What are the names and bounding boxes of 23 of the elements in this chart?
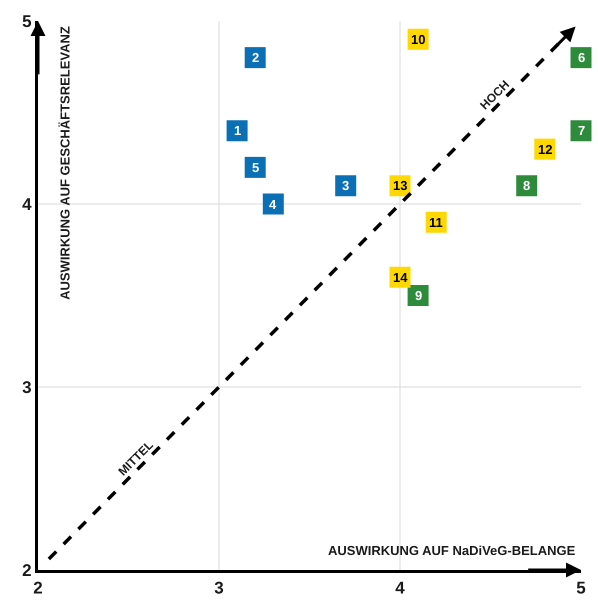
annotation: 3 xyxy=(342,178,350,193)
annotation: 4 xyxy=(269,197,277,212)
annotation: 6 xyxy=(578,50,586,65)
x-tick-label: 5 xyxy=(576,578,586,598)
annotation: 11 xyxy=(429,215,443,230)
y-axis-title: AUSWIRKUNG AUF GESCHÄFTSRELEVANZ xyxy=(57,26,72,300)
annotation: 8 xyxy=(523,178,530,193)
y-tick-label: 5 xyxy=(22,12,32,31)
annotation: 10 xyxy=(411,32,426,47)
x-tick-label: 3 xyxy=(214,578,224,598)
y-tick-label: 4 xyxy=(22,194,32,214)
annotation: 13 xyxy=(393,178,408,193)
annotation: 5 xyxy=(252,160,260,175)
y-tick-label: 2 xyxy=(22,560,32,580)
x-tick-label: 4 xyxy=(395,578,406,598)
annotation: 7 xyxy=(578,123,586,138)
annotation: 9 xyxy=(415,288,422,303)
annotation: 2 xyxy=(252,50,260,65)
annotation: 1 xyxy=(234,123,242,138)
x-axis-title: AUSWIRKUNG AUF NaDiVeG-BELANGE xyxy=(328,543,576,558)
y-tick-label: 3 xyxy=(22,378,32,397)
annotation: 14 xyxy=(393,270,408,285)
annotation: 12 xyxy=(538,142,552,157)
